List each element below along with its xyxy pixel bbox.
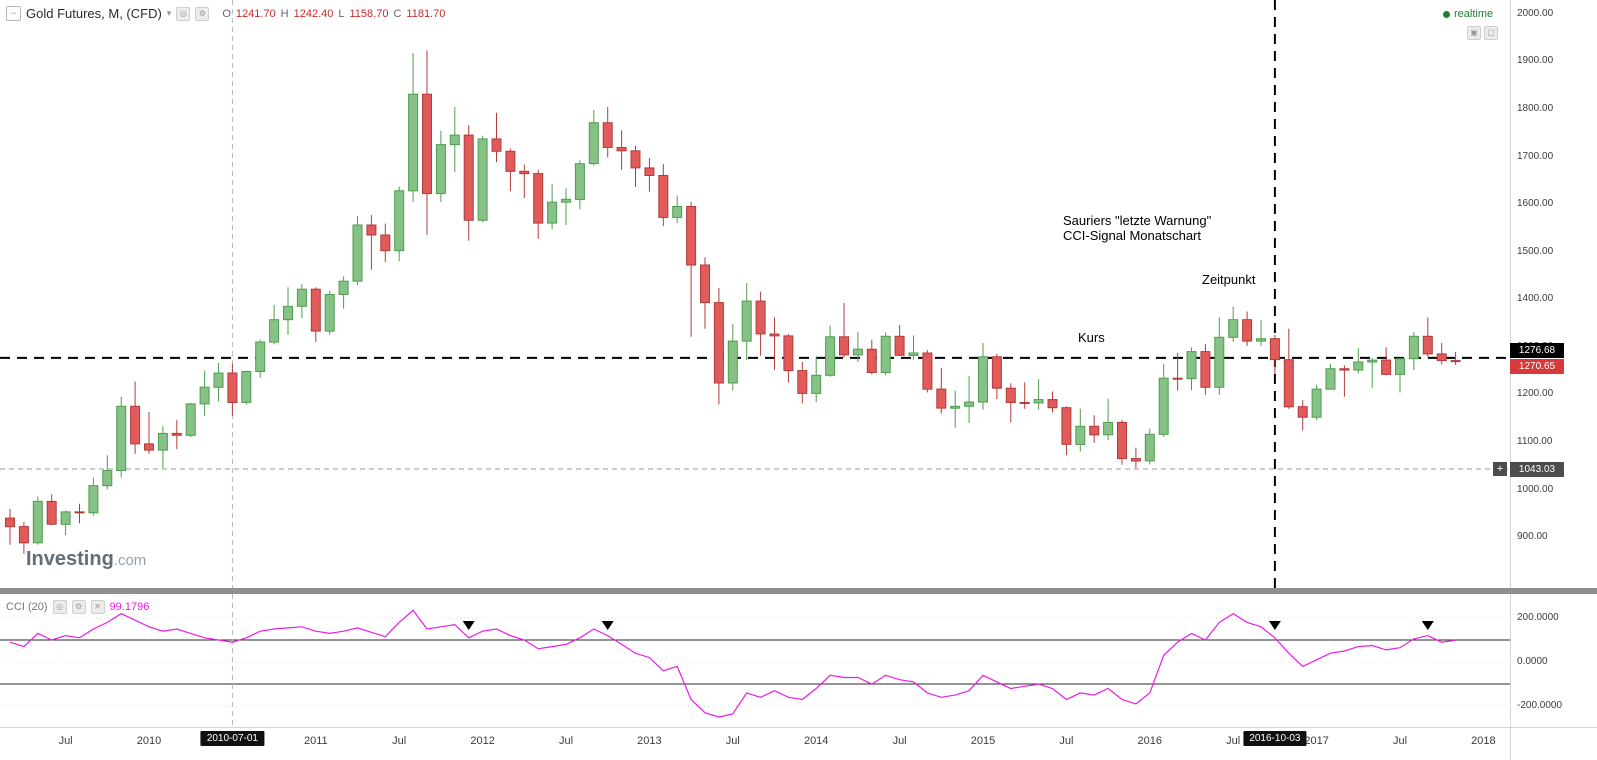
close-value: 1181.70 bbox=[406, 7, 446, 20]
annotation-zeitpunkt[interactable]: Zeitpunkt bbox=[1202, 272, 1256, 287]
time-axis-label: Jul bbox=[892, 735, 907, 747]
realtime-status: realtime bbox=[1443, 8, 1493, 20]
axis-separator bbox=[1510, 0, 1511, 760]
chart-header: − Gold Futures, M, (CFD) ▾ ◎ ⚙ O 1241.70… bbox=[6, 6, 445, 21]
annotation-warning-line1: Sauriers "letzte Warnung" bbox=[1063, 213, 1212, 228]
chevron-down-icon[interactable]: ▾ bbox=[166, 8, 172, 18]
axis-tick-label: 2000.00 bbox=[1517, 7, 1554, 19]
axis-tick-label: 1400.00 bbox=[1517, 293, 1554, 305]
time-axis-label: Jul bbox=[725, 735, 740, 747]
axis-tick-label: 1100.00 bbox=[1517, 435, 1553, 447]
time-axis-label: 2013 bbox=[637, 735, 662, 747]
eye-icon[interactable]: ◎ bbox=[52, 600, 67, 614]
cci-current-value: 99.1796 bbox=[109, 601, 150, 613]
ohlc-readout: O 1241.70 H 1242.40 L 1158.70 C 1181.70 bbox=[222, 8, 445, 20]
time-axis-label: 2017 bbox=[1304, 735, 1329, 747]
eye-icon[interactable]: ◎ bbox=[176, 6, 191, 21]
logo-part2: .com bbox=[113, 552, 147, 569]
pane-controls: ▣ ▢ bbox=[1467, 26, 1498, 40]
time-axis-label: 2014 bbox=[803, 735, 829, 747]
annotation-warning-line2: CCI-Signal Monatschart bbox=[1063, 228, 1201, 243]
cci-signal-marker[interactable] bbox=[601, 621, 614, 630]
high-value: 1242.40 bbox=[293, 7, 334, 20]
time-axis-label: Jul bbox=[392, 735, 407, 747]
cci-line bbox=[9, 609, 1456, 718]
settings-icon[interactable]: ⚙ bbox=[71, 600, 86, 614]
last-price-badge: 1270.65 bbox=[1510, 358, 1564, 374]
axis-tick-label: 1200.00 bbox=[1517, 388, 1554, 400]
open-value: 1241.70 bbox=[235, 7, 276, 20]
time-axis-separator bbox=[0, 727, 1597, 728]
cci-signal-marker[interactable] bbox=[1421, 621, 1434, 630]
time-axis-label: Jul bbox=[1226, 735, 1241, 747]
axis-tick-label: 200.0000 bbox=[1517, 612, 1559, 623]
time-axis-label: 2018 bbox=[1471, 735, 1496, 747]
close-label: C bbox=[393, 7, 402, 20]
investing-logo[interactable]: Investing.com bbox=[26, 548, 146, 571]
time-axis-badge: 2016-10-03 bbox=[1243, 731, 1307, 746]
axis-tick-label: 1600.00 bbox=[1517, 198, 1554, 210]
axis-tick-label: 900.00 bbox=[1517, 531, 1548, 543]
annotation-warning-text[interactable]: Sauriers "letzte Warnung" CCI-Signal Mon… bbox=[1063, 213, 1211, 243]
axis-tick-label: 0.0000 bbox=[1517, 656, 1548, 668]
logo-part1: Investing bbox=[26, 548, 114, 570]
more-options-icon[interactable]: ▢ bbox=[1484, 26, 1498, 40]
cci-indicator-header: CCI (20) ◎ ⚙ ✕ 99.1796 bbox=[6, 600, 149, 614]
cci-title[interactable]: CCI (20) bbox=[6, 601, 48, 613]
maximize-pane-icon[interactable]: ▣ bbox=[1467, 26, 1481, 40]
cci-signal-marker[interactable] bbox=[462, 621, 475, 630]
time-axis-label: 2016 bbox=[1137, 735, 1163, 747]
time-axis-badge: 2010-07-01 bbox=[200, 731, 264, 746]
low-label: L bbox=[338, 7, 345, 20]
symbol-title[interactable]: Gold Futures, M, (CFD) bbox=[26, 6, 162, 21]
time-axis-label: 2015 bbox=[970, 735, 996, 747]
settings-icon[interactable]: ⚙ bbox=[195, 6, 210, 21]
price-axis[interactable]: 2000.00 1900.00 1800.00 1700.00 1600.00 1500.… bbox=[1511, 0, 1597, 760]
alert-price-badge: 1043.03 bbox=[1510, 462, 1564, 478]
axis-tick-label: 1700.00 bbox=[1517, 150, 1554, 162]
time-axis[interactable]: Jul 2010 2011 Jul 2012 Jul 2013 Jul 2014 Jul 2015 J… bbox=[0, 727, 1510, 760]
annotation-kurs[interactable]: Kurs bbox=[1078, 330, 1105, 345]
axis-tick-label: 1800.00 bbox=[1517, 102, 1554, 114]
axis-tick-label: 1000.00 bbox=[1517, 483, 1554, 495]
collapse-pane-icon[interactable]: − bbox=[6, 6, 21, 21]
axis-tick-label: -200.0000 bbox=[1517, 700, 1563, 712]
close-icon[interactable]: ✕ bbox=[90, 600, 105, 614]
high-label: H bbox=[280, 7, 289, 20]
pane-divider[interactable] bbox=[0, 588, 1597, 594]
low-value: 1158.70 bbox=[349, 7, 389, 20]
axis-tick-label: 1500.00 bbox=[1517, 245, 1554, 257]
time-axis-label: 2010 bbox=[136, 735, 162, 747]
kurs-line-price-badge: 1276.68 bbox=[1510, 342, 1564, 358]
realtime-dot-icon bbox=[1443, 10, 1450, 18]
time-axis-label: Jul bbox=[58, 735, 73, 747]
cci-signal-marker[interactable] bbox=[1268, 621, 1281, 630]
realtime-label: realtime bbox=[1454, 8, 1494, 20]
candlestick-series bbox=[5, 50, 1461, 554]
time-axis-label: Jul bbox=[558, 735, 574, 747]
add-alert-button[interactable]: + bbox=[1493, 462, 1507, 477]
axis-tick-label: 1900.00 bbox=[1517, 55, 1554, 67]
time-axis-label: 2011 bbox=[303, 735, 328, 747]
open-label: O bbox=[222, 7, 231, 20]
time-axis-label: Jul bbox=[1059, 735, 1074, 747]
time-axis-label: Jul bbox=[1392, 735, 1408, 747]
time-axis-label: 2012 bbox=[470, 735, 495, 747]
